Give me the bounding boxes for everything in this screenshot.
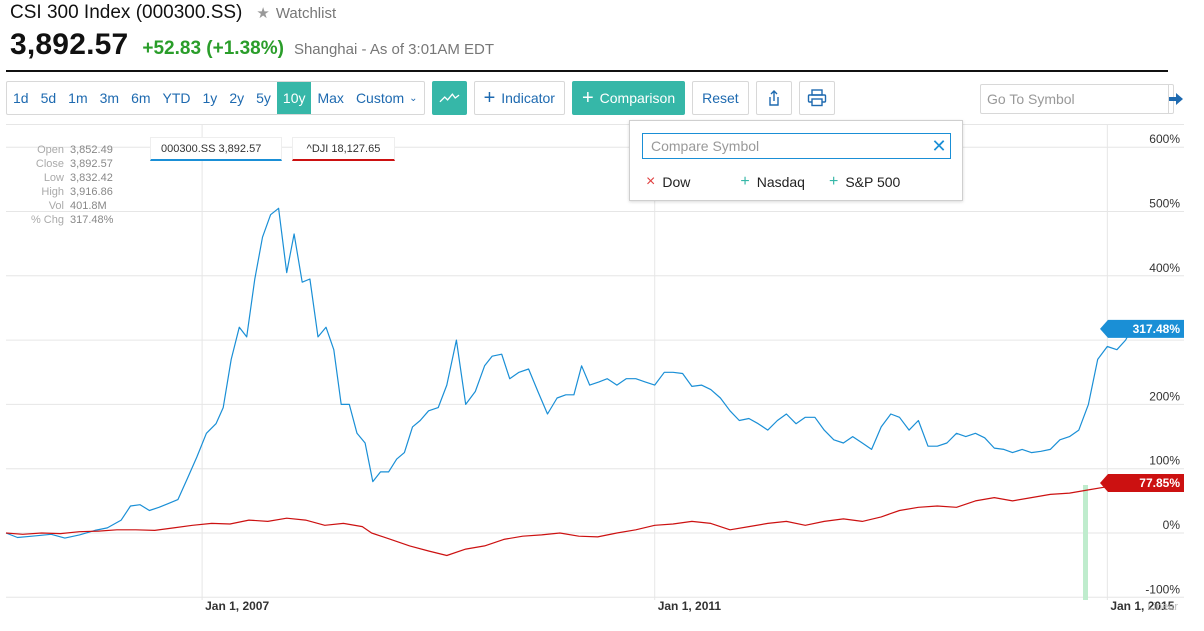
series-line-dji bbox=[5, 482, 1138, 557]
compare-symbol-box: ✕ bbox=[642, 133, 951, 159]
range-10y[interactable]: 10y bbox=[276, 82, 312, 114]
last-value-label: 77.85% bbox=[1100, 473, 1184, 492]
indicator-button[interactable]: + Indicator bbox=[473, 81, 565, 115]
watchlist-link[interactable]: ★ Watchlist bbox=[256, 4, 337, 23]
volume-bar bbox=[1083, 485, 1088, 600]
page-title: CSI 300 Index (000300.SS) bbox=[10, 2, 243, 23]
legend-comparison-series[interactable]: ^DJI 18,127.65 bbox=[292, 137, 395, 161]
plus-icon: + bbox=[581, 87, 594, 109]
last-value-label: 317.48% bbox=[1100, 319, 1184, 338]
range-1m[interactable]: 1m bbox=[68, 90, 88, 106]
stat-label-low: Low bbox=[43, 172, 64, 184]
last-value-marker bbox=[1100, 473, 1184, 492]
price-row: 3,892.57 +52.83 (+1.38%) Shanghai - As o… bbox=[10, 28, 495, 61]
range-ytd[interactable]: YTD bbox=[162, 90, 191, 106]
print-button[interactable] bbox=[798, 81, 835, 115]
share-icon bbox=[769, 90, 779, 106]
custom-label: Custom bbox=[355, 90, 405, 106]
scale-label: Linear bbox=[1147, 601, 1178, 613]
exchange-info: Shanghai - As of 3:01AM EDT bbox=[293, 41, 495, 58]
compare-option-sp500[interactable]: + S&P 500 bbox=[829, 173, 900, 191]
compare-option-label: S&P 500 bbox=[845, 174, 901, 190]
reset-button[interactable]: Reset bbox=[692, 81, 749, 115]
stat-value-vol: 401.8M bbox=[70, 200, 107, 212]
y-tick-label: 0% bbox=[1163, 518, 1181, 532]
goto-submit-button[interactable] bbox=[1168, 85, 1183, 113]
stat-value-pct-chg: 317.48% bbox=[70, 214, 114, 226]
chart-area[interactable] bbox=[6, 124, 1184, 615]
stat-value-open: 3,852.49 bbox=[70, 144, 113, 156]
range-selector: 1d 5d 1m 3m 6m YTD 1y 2y 5y 10y Max Cust… bbox=[6, 81, 425, 115]
comparison-button[interactable]: + Comparison bbox=[571, 81, 686, 115]
watchlist-label: Watchlist bbox=[275, 4, 337, 22]
stat-value-close: 3,892.57 bbox=[70, 158, 113, 170]
compare-option-label: Nasdaq bbox=[756, 174, 805, 190]
ohlc-stats: Open 3,852.49 Close 3,892.57 Low 3,832.4… bbox=[12, 143, 113, 227]
range-5d[interactable]: 5d bbox=[40, 90, 57, 106]
chevron-down-icon: ⌄ bbox=[409, 92, 418, 104]
x-tick-label: Jan 1, 2011 bbox=[658, 599, 722, 613]
printer-icon bbox=[807, 89, 826, 107]
compare-option-nasdaq[interactable]: + Nasdaq bbox=[740, 173, 805, 191]
series-line-000300ss bbox=[5, 207, 1138, 539]
range-custom[interactable]: Custom ⌄ bbox=[350, 82, 424, 114]
add-icon: + bbox=[740, 173, 750, 190]
price-change: +52.83 (+1.38%) bbox=[142, 38, 284, 59]
remove-icon: × bbox=[646, 173, 656, 190]
stat-label-high: High bbox=[41, 186, 64, 198]
last-value-marker bbox=[1100, 319, 1184, 338]
stat-value-high: 3,916.86 bbox=[70, 186, 113, 198]
compare-quick-options: × Dow + Nasdaq + S&P 500 bbox=[646, 173, 900, 191]
y-tick-label: 500% bbox=[1149, 197, 1180, 211]
current-price: 3,892.57 bbox=[10, 28, 129, 61]
comparison-label: Comparison bbox=[599, 90, 676, 106]
range-2y[interactable]: 2y bbox=[229, 90, 245, 106]
plus-icon: + bbox=[483, 87, 496, 109]
y-tick-label: 100% bbox=[1149, 454, 1180, 468]
y-tick-label: 600% bbox=[1149, 132, 1180, 146]
indicator-label: Indicator bbox=[501, 90, 555, 106]
x-tick-label: Jan 1, 2007 bbox=[205, 599, 269, 613]
stat-value-low: 3,832.42 bbox=[70, 172, 113, 184]
reset-label: Reset bbox=[702, 90, 739, 106]
range-max[interactable]: Max bbox=[317, 90, 344, 106]
header-divider bbox=[6, 70, 1168, 72]
range-5y[interactable]: 5y bbox=[256, 90, 271, 106]
range-3m[interactable]: 3m bbox=[99, 90, 120, 106]
last-value-text: 77.85% bbox=[1139, 476, 1180, 490]
range-1d[interactable]: 1d bbox=[13, 90, 29, 106]
goto-symbol-input[interactable] bbox=[981, 85, 1168, 113]
stat-label-pct-chg: % Chg bbox=[30, 214, 64, 226]
y-tick-label: 200% bbox=[1149, 389, 1180, 403]
x-tick-label: Jan 1, 2015 bbox=[1110, 599, 1174, 613]
last-value-text: 317.48% bbox=[1133, 322, 1181, 336]
line-chart-icon bbox=[439, 93, 460, 103]
star-icon: ★ bbox=[256, 5, 270, 22]
legend-primary-series[interactable]: 000300.SS 3,892.57 bbox=[150, 137, 282, 161]
stat-label-vol: Vol bbox=[48, 200, 64, 212]
arrow-right-icon bbox=[1169, 93, 1183, 105]
compare-option-dow[interactable]: × Dow bbox=[646, 173, 690, 191]
stat-label-close: Close bbox=[35, 158, 64, 170]
y-tick-label: -100% bbox=[1145, 582, 1180, 596]
compare-symbol-input[interactable] bbox=[643, 138, 928, 154]
range-6m[interactable]: 6m bbox=[131, 90, 151, 106]
share-button[interactable] bbox=[755, 81, 792, 115]
range-1y[interactable]: 1y bbox=[202, 90, 218, 106]
close-icon[interactable]: ✕ bbox=[931, 135, 947, 156]
compare-option-label: Dow bbox=[662, 174, 691, 190]
add-icon: + bbox=[828, 173, 839, 190]
chart-toolbar: 1d 5d 1m 3m 6m YTD 1y 2y 5y 10y Max Cust… bbox=[6, 81, 835, 115]
header-title-row: CSI 300 Index (000300.SS) ★ Watchlist bbox=[10, 2, 336, 24]
comparison-panel: ✕ × Dow + Nasdaq + S&P 500 bbox=[629, 120, 963, 201]
goto-symbol-box bbox=[980, 84, 1183, 114]
stat-label-open: Open bbox=[37, 144, 64, 156]
y-tick-label: 400% bbox=[1149, 261, 1180, 275]
chart-type-button[interactable] bbox=[431, 81, 467, 115]
